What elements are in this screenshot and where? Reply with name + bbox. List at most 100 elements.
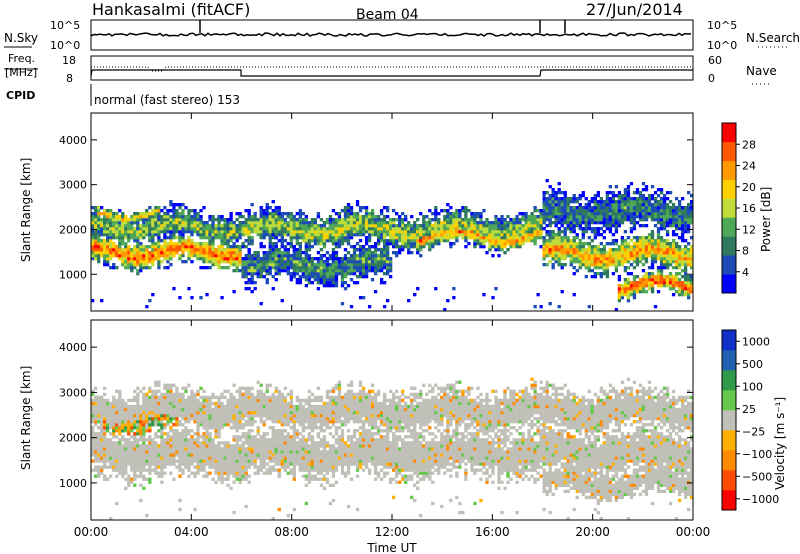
heatmap-cell (115, 474, 119, 478)
heatmap-cell (244, 239, 248, 243)
heatmap-cell (103, 407, 107, 412)
heatmap-cell (280, 230, 284, 234)
heatmap-cell (250, 278, 254, 282)
heatmap-cell (686, 296, 691, 300)
heatmap-cell (361, 230, 366, 234)
heatmap-cell (157, 404, 161, 409)
heatmap-cell (611, 218, 616, 222)
heatmap-cell (416, 251, 420, 255)
heatmap-cell (91, 426, 95, 430)
heatmap-cell (160, 435, 164, 439)
heatmap-cell (689, 215, 694, 219)
heatmap-cell (280, 233, 284, 237)
heatmap-cell (196, 471, 200, 475)
heatmap-cell (274, 227, 278, 231)
heatmap-cell (208, 450, 212, 454)
heatmap-cell (596, 257, 600, 261)
heatmap-cell (244, 266, 248, 270)
heatmap-cell (217, 447, 221, 451)
heatmap-cell (199, 245, 203, 249)
heatmap-cell (683, 260, 688, 264)
heatmap-cell (247, 287, 251, 291)
heatmap-cell (587, 224, 591, 228)
heatmap-cell (521, 215, 525, 219)
heatmap-cell (325, 218, 330, 222)
heatmap-cell (328, 236, 333, 240)
heatmap-cell (542, 215, 546, 219)
heatmap-cell (467, 230, 471, 234)
heatmap-cell (566, 245, 570, 249)
heatmap-cell (280, 266, 284, 270)
heatmap-cell (542, 263, 546, 267)
heatmap-cell (106, 230, 110, 234)
heatmap-cell (590, 206, 594, 210)
heatmap-cell (127, 438, 131, 442)
heatmap-cell (154, 254, 158, 258)
heatmap-cell (115, 398, 119, 403)
heatmap-cell (148, 251, 152, 255)
heatmap-cell (187, 429, 191, 433)
heatmap-cell (190, 395, 194, 400)
heatmap-cell (316, 239, 321, 243)
heatmap-cell (124, 462, 128, 466)
heatmap-cell (223, 389, 227, 394)
heatmap-cell (172, 206, 176, 210)
heatmap-cell (262, 257, 266, 261)
heatmap-cell (680, 209, 685, 213)
heatmap-cell (611, 263, 616, 267)
heatmap-cell (220, 239, 224, 243)
heatmap-cell (166, 218, 170, 222)
heatmap-cell (404, 215, 408, 219)
heatmap-cell (250, 203, 254, 207)
heatmap-cell (223, 407, 227, 412)
heatmap-cell (677, 272, 682, 276)
heatmap-cell (190, 254, 194, 258)
heatmap-cell (100, 218, 104, 222)
heatmap-cell (208, 426, 212, 430)
heatmap-cell (199, 254, 203, 258)
heatmap-cell (241, 413, 245, 418)
heatmap-cell (118, 395, 122, 400)
heatmap-cell (473, 233, 477, 237)
heatmap-cell (151, 251, 155, 255)
heatmap-cell (148, 444, 152, 448)
heatmap-cell (166, 459, 170, 463)
heatmap-cell (367, 263, 372, 267)
heatmap-cell (458, 212, 462, 216)
heatmap-cell (154, 218, 158, 222)
heatmap-cell (118, 453, 122, 457)
heatmap-cell (166, 383, 170, 387)
heatmap-cell (641, 257, 646, 261)
heatmap-cell (626, 236, 631, 240)
heatmap-cell (614, 212, 619, 216)
heatmap-cell (163, 404, 167, 409)
colorbar-segment (722, 274, 736, 294)
heatmap-cell (464, 221, 468, 225)
heatmap-cell (190, 260, 194, 264)
heatmap-cell (461, 227, 465, 231)
heatmap-cell (578, 206, 582, 210)
heatmap-cell (629, 257, 634, 261)
heatmap-cell (629, 212, 634, 216)
heatmap-cell (232, 383, 236, 387)
heatmap-cell (175, 251, 179, 255)
heatmap-cell (100, 395, 104, 400)
heatmap-cell (572, 293, 576, 297)
heatmap-cell (614, 251, 619, 255)
heatmap-cell (115, 413, 119, 418)
heatmap-cell (223, 218, 227, 222)
heatmap-cell (292, 257, 296, 261)
heatmap-cell (545, 233, 549, 237)
heatmap-cell (142, 221, 146, 225)
heatmap-cell (328, 269, 333, 273)
heatmap-cell (557, 245, 561, 249)
heatmap-cell (178, 239, 182, 243)
heatmap-cell (130, 456, 134, 460)
heatmap-cell (214, 236, 218, 240)
heatmap-cell (407, 251, 411, 255)
heatmap-cell (91, 215, 95, 219)
heatmap-cell (253, 456, 257, 460)
heatmap-cell (382, 260, 387, 264)
heatmap-cell (145, 462, 149, 466)
heatmap-cell (148, 407, 152, 412)
